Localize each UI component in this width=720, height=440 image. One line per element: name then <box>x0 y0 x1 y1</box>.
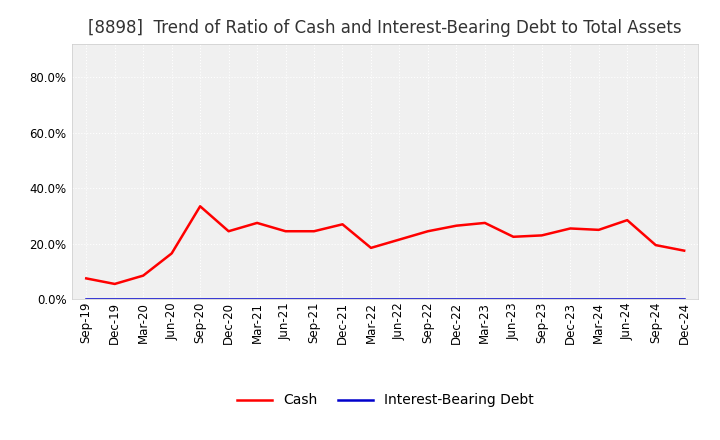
Interest-Bearing Debt <box>480 296 489 301</box>
Legend: Cash, Interest-Bearing Debt: Cash, Interest-Bearing Debt <box>231 388 539 413</box>
Cash <box>139 273 148 278</box>
Interest-Bearing Debt <box>310 296 318 301</box>
Cash <box>423 229 432 234</box>
Cash <box>595 227 603 232</box>
Cash <box>623 217 631 223</box>
Cash <box>566 226 575 231</box>
Cash <box>253 220 261 226</box>
Interest-Bearing Debt <box>566 296 575 301</box>
Interest-Bearing Debt <box>680 296 688 301</box>
Interest-Bearing Debt <box>595 296 603 301</box>
Cash <box>452 223 461 228</box>
Interest-Bearing Debt <box>196 296 204 301</box>
Cash <box>395 237 404 242</box>
Cash <box>652 242 660 248</box>
Interest-Bearing Debt <box>452 296 461 301</box>
Cash <box>480 220 489 226</box>
Interest-Bearing Debt <box>167 296 176 301</box>
Cash <box>167 251 176 256</box>
Interest-Bearing Debt <box>395 296 404 301</box>
Interest-Bearing Debt <box>423 296 432 301</box>
Cash <box>537 233 546 238</box>
Interest-Bearing Debt <box>652 296 660 301</box>
Cash <box>110 281 119 286</box>
Cash <box>310 229 318 234</box>
Interest-Bearing Debt <box>537 296 546 301</box>
Line: Cash: Cash <box>86 206 684 284</box>
Cash <box>366 245 375 250</box>
Cash <box>282 229 290 234</box>
Cash <box>338 222 347 227</box>
Interest-Bearing Debt <box>623 296 631 301</box>
Interest-Bearing Debt <box>110 296 119 301</box>
Interest-Bearing Debt <box>253 296 261 301</box>
Interest-Bearing Debt <box>282 296 290 301</box>
Interest-Bearing Debt <box>139 296 148 301</box>
Interest-Bearing Debt <box>509 296 518 301</box>
Cash <box>680 248 688 253</box>
Interest-Bearing Debt <box>338 296 347 301</box>
Cash <box>225 229 233 234</box>
Interest-Bearing Debt <box>366 296 375 301</box>
Title: [8898]  Trend of Ratio of Cash and Interest-Bearing Debt to Total Assets: [8898] Trend of Ratio of Cash and Intere… <box>89 19 682 37</box>
Cash <box>509 234 518 239</box>
Interest-Bearing Debt <box>225 296 233 301</box>
Interest-Bearing Debt <box>82 296 91 301</box>
Cash <box>82 276 91 281</box>
Cash <box>196 204 204 209</box>
